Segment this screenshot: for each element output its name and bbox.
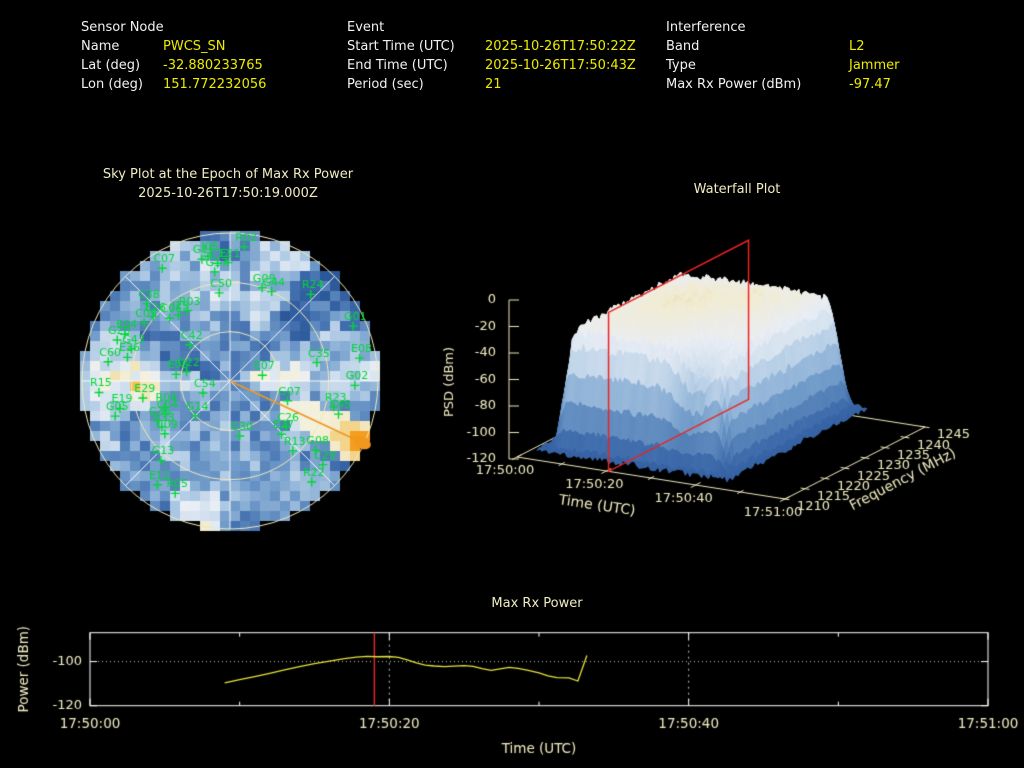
sky-plot-canvas <box>50 155 420 545</box>
sensor-lat-label: Lat (deg) <box>81 58 141 73</box>
sensor-lon-value: 151.772232056 <box>163 77 267 92</box>
sensor-lat-value: -32.880233765 <box>163 58 263 73</box>
sensor-node-panel: Sensor Node Name PWCS_SN Lat (deg) -32.880… <box>81 18 266 94</box>
interference-type-label: Type <box>666 58 696 73</box>
interference-power-label: Max Rx Power (dBm) <box>666 77 802 92</box>
event-title: Event <box>347 20 385 35</box>
sensor-node-title: Sensor Node <box>81 20 164 35</box>
event-end-label: End Time (UTC) <box>347 58 448 73</box>
interference-band-value: L2 <box>849 39 865 54</box>
event-end-value: 2025-10-26T17:50:43Z <box>485 58 636 73</box>
interference-band-label: Band <box>666 39 700 54</box>
event-panel: Event Start Time (UTC) 2025-10-26T17:50:2… <box>347 18 636 94</box>
sensor-name-value: PWCS_SN <box>163 39 226 54</box>
event-start-label: Start Time (UTC) <box>347 39 455 54</box>
waterfall-plot-canvas <box>420 175 1024 560</box>
event-start-value: 2025-10-26T17:50:22Z <box>485 39 636 54</box>
interference-power-value: -97.47 <box>849 77 891 92</box>
event-period-label: Period (sec) <box>347 77 424 92</box>
interference-title: Interference <box>666 20 746 35</box>
sensor-lon-label: Lon (deg) <box>81 77 143 92</box>
interference-panel: Interference Band L2 Type Jammer Max Rx Po… <box>666 18 899 94</box>
event-period-value: 21 <box>485 77 502 92</box>
sensor-name-label: Name <box>81 39 120 54</box>
power-plot-canvas <box>0 583 1024 768</box>
interference-type-value: Jammer <box>849 58 900 73</box>
